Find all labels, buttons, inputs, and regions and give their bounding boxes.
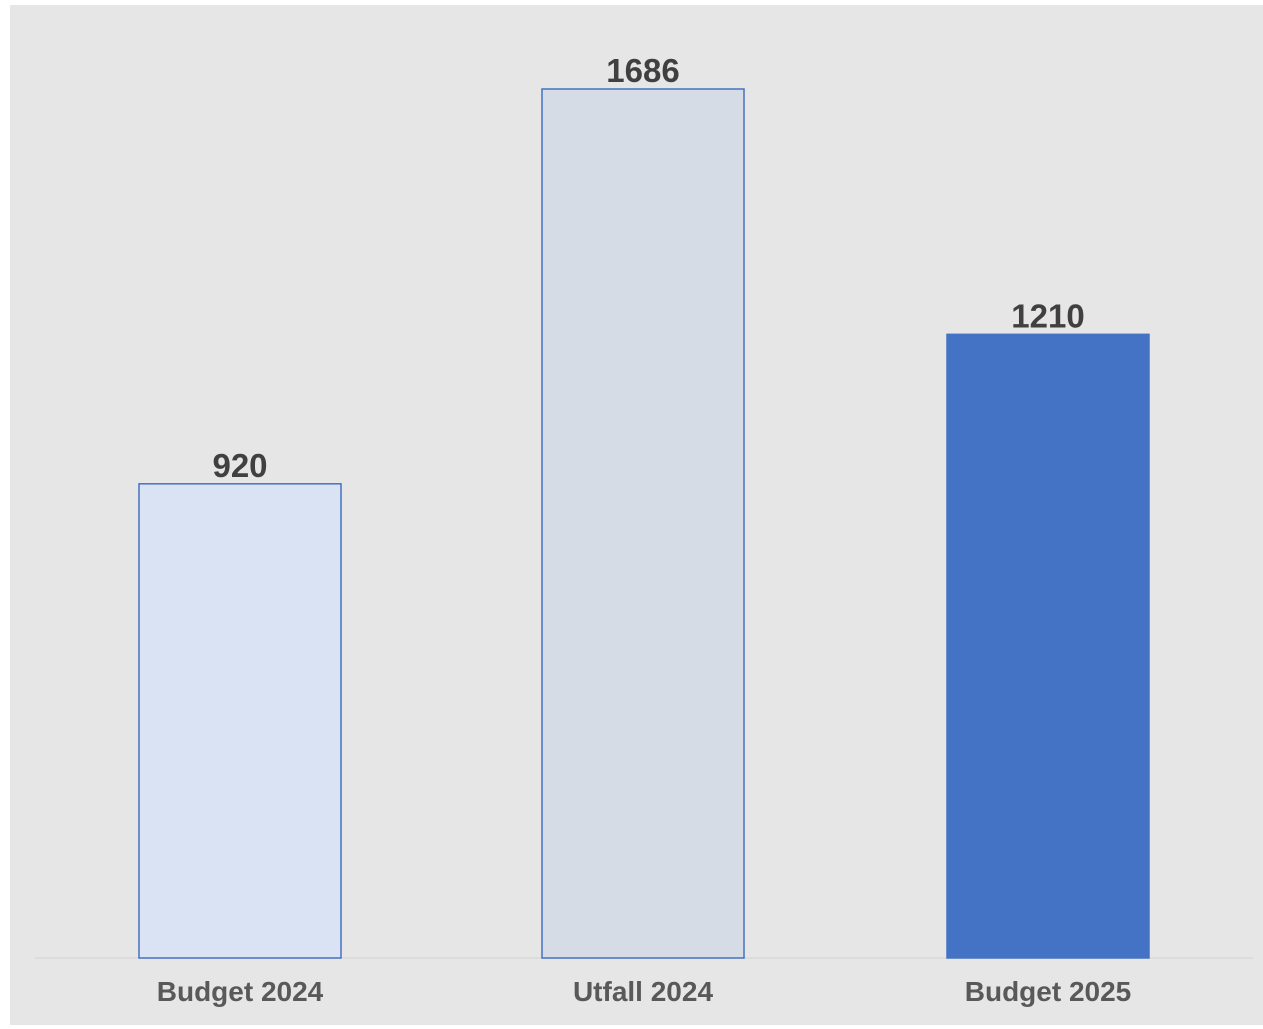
category-labels-group: Budget 2024 Utfall 2024 Budget 2025 [157, 976, 1132, 1007]
value-labels-group: 920 1686 1210 [212, 52, 1084, 484]
value-label: 1686 [606, 52, 679, 89]
category-label: Budget 2024 [157, 976, 324, 1007]
category-label: Utfall 2024 [573, 976, 713, 1007]
chart-panel: 920 1686 1210 Budget 2024 Utfall 2024 Budget… [10, 5, 1263, 1025]
value-label: 920 [212, 447, 267, 484]
value-label: 1210 [1011, 297, 1084, 334]
bar-budget-2024 [138, 483, 342, 959]
bar-budget-2025 [946, 333, 1150, 959]
bar-utfall-2024 [541, 88, 745, 959]
bars-group [138, 88, 1150, 959]
category-label: Budget 2025 [965, 976, 1132, 1007]
